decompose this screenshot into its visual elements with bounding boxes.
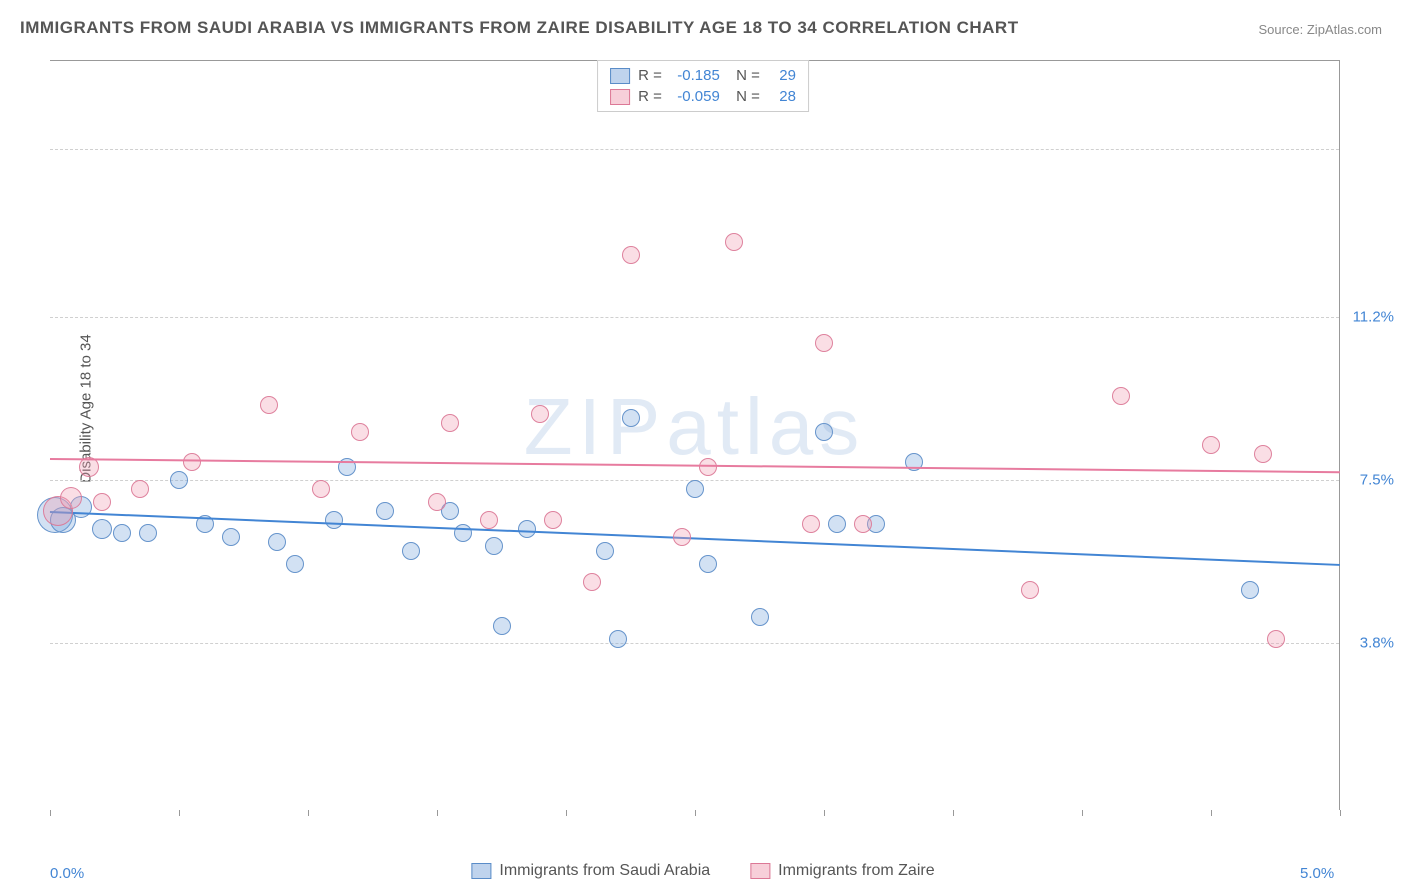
x-tick [695,810,696,816]
y-tick-label: 11.2% [1353,308,1394,325]
scatter-point [92,519,112,539]
scatter-point [531,405,549,423]
scatter-point [609,630,627,648]
legend-swatch [610,89,630,105]
watermark: ZIPatlas [524,380,865,472]
scatter-point [1241,581,1259,599]
scatter-point [751,608,769,626]
legend-stat-row: R = -0.185 N = 29 [610,65,796,86]
scatter-point [60,487,82,509]
x-tick [953,810,954,816]
scatter-point [170,471,188,489]
legend-stat-row: R = -0.059 N = 28 [610,86,796,107]
gridline [50,317,1339,318]
x-tick [50,810,51,816]
scatter-point [312,480,330,498]
scatter-point [1021,581,1039,599]
x-tick [1211,810,1212,816]
x-tick [179,810,180,816]
legend-r-value: -0.059 [670,88,720,105]
scatter-point [802,515,820,533]
scatter-point [686,480,704,498]
chart-title: IMMIGRANTS FROM SAUDI ARABIA VS IMMIGRAN… [20,18,1019,38]
x-tick [1082,810,1083,816]
legend-r-label: R = [638,88,662,105]
legend-swatch [471,863,491,879]
x-tick [1340,810,1341,816]
scatter-point [183,453,201,471]
scatter-point [493,617,511,635]
scatter-point [351,423,369,441]
scatter-point [260,396,278,414]
legend-n-label: N = [728,88,760,105]
trendline [50,458,1340,473]
y-tick-label: 3.8% [1360,635,1394,652]
x-tick-label: 0.0% [50,865,84,882]
legend-r-value: -0.185 [670,67,720,84]
gridline [50,643,1339,644]
gridline [50,149,1339,150]
scatter-point [1267,630,1285,648]
legend-stats-box: R = -0.185 N = 29 R = -0.059 N = 28 [597,60,809,112]
scatter-point [544,511,562,529]
legend-swatch [610,68,630,84]
y-tick-label: 7.5% [1360,472,1394,489]
scatter-point [815,334,833,352]
scatter-point [485,537,503,555]
legend-label: Immigrants from Zaire [778,862,934,880]
legend-label: Immigrants from Saudi Arabia [499,862,710,880]
scatter-point [1202,436,1220,454]
scatter-point [596,542,614,560]
legend-swatch [750,863,770,879]
scatter-point [480,511,498,529]
scatter-point [622,246,640,264]
scatter-point [1112,387,1130,405]
scatter-point [222,528,240,546]
scatter-point [325,511,343,529]
x-tick [437,810,438,816]
legend-item: Immigrants from Zaire [750,862,934,880]
scatter-point [428,493,446,511]
legend-series: Immigrants from Saudi Arabia Immigrants f… [471,862,934,880]
x-tick [308,810,309,816]
x-tick [824,810,825,816]
scatter-point [583,573,601,591]
x-tick-label: 5.0% [1300,865,1334,882]
x-tick [566,810,567,816]
scatter-point [673,528,691,546]
source-attribution: Source: ZipAtlas.com [1258,22,1382,37]
scatter-point [402,542,420,560]
scatter-point [268,533,286,551]
legend-n-value: 29 [768,67,796,84]
legend-n-value: 28 [768,88,796,105]
scatter-point [815,423,833,441]
scatter-point [131,480,149,498]
scatter-point [1254,445,1272,463]
scatter-point [93,493,111,511]
scatter-point [699,555,717,573]
scatter-point [854,515,872,533]
legend-r-label: R = [638,67,662,84]
legend-n-label: N = [728,67,760,84]
scatter-point [286,555,304,573]
scatter-point [441,414,459,432]
scatter-point [139,524,157,542]
chart-plot-area: ZIPatlas 3.8%7.5%11.2% [50,60,1340,810]
scatter-point [518,520,536,538]
scatter-point [725,233,743,251]
legend-item: Immigrants from Saudi Arabia [471,862,710,880]
scatter-point [622,409,640,427]
scatter-point [376,502,394,520]
trendline [50,511,1340,566]
scatter-point [699,458,717,476]
scatter-point [113,524,131,542]
scatter-point [828,515,846,533]
